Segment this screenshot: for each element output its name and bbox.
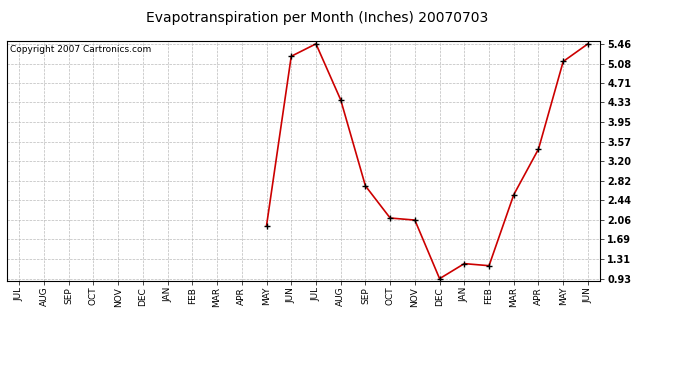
Text: Evapotranspiration per Month (Inches) 20070703: Evapotranspiration per Month (Inches) 20… — [146, 11, 489, 25]
Text: Copyright 2007 Cartronics.com: Copyright 2007 Cartronics.com — [10, 45, 151, 54]
